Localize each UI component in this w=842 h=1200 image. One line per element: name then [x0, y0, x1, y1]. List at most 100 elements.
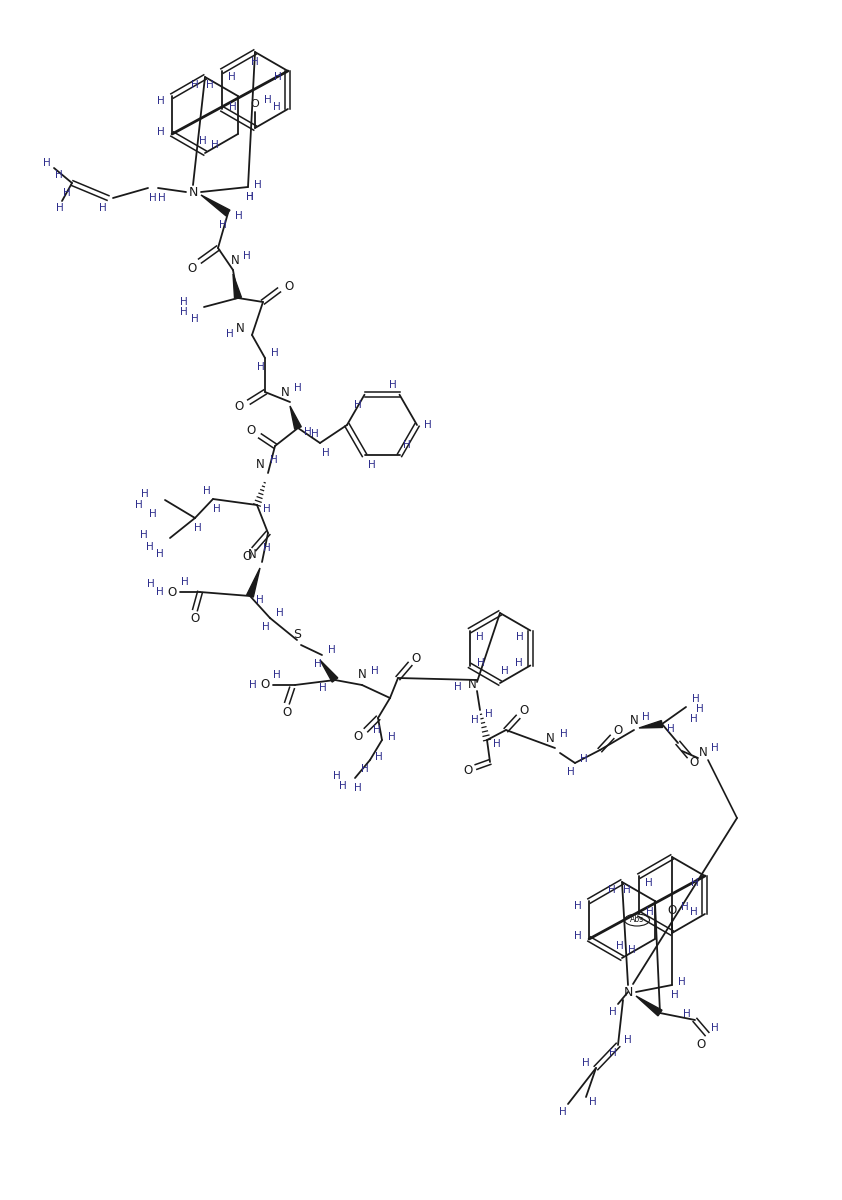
Text: H: H	[203, 486, 210, 496]
Text: H: H	[180, 307, 188, 317]
Text: H: H	[696, 704, 704, 714]
Text: H: H	[333, 770, 341, 781]
Text: H: H	[389, 379, 397, 390]
Text: N: N	[699, 745, 707, 758]
Text: H: H	[402, 440, 410, 450]
Text: H: H	[228, 72, 236, 82]
Text: H: H	[235, 211, 242, 221]
Text: H: H	[574, 931, 582, 941]
Text: H: H	[376, 752, 383, 762]
Text: N: N	[546, 732, 554, 745]
Text: H: H	[328, 646, 336, 655]
Text: H: H	[251, 56, 258, 67]
Text: H: H	[181, 577, 189, 587]
Text: H: H	[472, 715, 479, 725]
Text: H: H	[191, 314, 199, 324]
Text: N: N	[358, 668, 366, 682]
Text: H: H	[273, 102, 280, 112]
Text: H: H	[616, 941, 624, 950]
Text: H: H	[477, 659, 484, 668]
Text: H: H	[63, 188, 71, 198]
Text: H: H	[678, 977, 686, 986]
Text: H: H	[246, 192, 254, 202]
Text: H: H	[264, 95, 272, 104]
Text: H: H	[55, 170, 63, 180]
Text: O: O	[463, 763, 472, 776]
Text: H: H	[515, 659, 523, 668]
Text: H: H	[454, 682, 462, 692]
Text: H: H	[642, 712, 650, 722]
Text: N: N	[630, 714, 638, 727]
Text: H: H	[274, 72, 282, 82]
Text: H: H	[424, 420, 432, 430]
Text: H: H	[476, 632, 483, 642]
Text: N: N	[623, 985, 632, 998]
Text: O: O	[613, 724, 622, 737]
Polygon shape	[636, 996, 662, 1016]
Text: H: H	[206, 80, 214, 90]
Text: H: H	[199, 136, 207, 146]
Text: H: H	[646, 907, 654, 917]
Text: H: H	[56, 203, 64, 214]
Text: H: H	[691, 878, 699, 888]
Text: O: O	[242, 550, 252, 563]
Text: H: H	[157, 127, 165, 137]
Text: H: H	[624, 1034, 632, 1045]
Text: H: H	[243, 251, 251, 260]
Text: H: H	[314, 659, 322, 670]
Text: O: O	[260, 678, 269, 691]
Text: H: H	[671, 990, 679, 1000]
Text: H: H	[156, 550, 164, 559]
Text: O: O	[282, 706, 291, 719]
Text: N: N	[248, 548, 256, 562]
Text: H: H	[99, 203, 107, 214]
Text: O: O	[285, 280, 294, 293]
Text: H: H	[354, 782, 362, 793]
Text: H: H	[312, 428, 319, 439]
Text: H: H	[256, 595, 264, 605]
Text: H: H	[158, 193, 166, 203]
Text: H: H	[368, 461, 376, 470]
Text: H: H	[690, 714, 698, 724]
Text: H: H	[141, 490, 149, 499]
Text: H: H	[213, 504, 221, 514]
Text: H: H	[501, 666, 509, 676]
Text: H: H	[559, 1106, 567, 1117]
Text: H: H	[319, 683, 327, 692]
Text: O: O	[188, 262, 197, 275]
Text: O: O	[690, 756, 699, 768]
Text: H: H	[304, 427, 312, 437]
Text: O: O	[251, 98, 259, 109]
Text: H: H	[43, 158, 51, 168]
Text: H: H	[276, 608, 284, 618]
Text: H: H	[135, 500, 143, 510]
Text: H: H	[608, 886, 616, 895]
Text: H: H	[156, 587, 164, 596]
Text: O: O	[354, 730, 363, 743]
Text: H: H	[582, 1058, 590, 1068]
Text: H: H	[371, 666, 379, 676]
Polygon shape	[233, 274, 242, 299]
Text: H: H	[249, 680, 257, 690]
Text: O: O	[168, 586, 177, 599]
Text: H: H	[711, 743, 719, 754]
Text: H: H	[149, 509, 157, 518]
Text: O: O	[247, 425, 256, 438]
Text: H: H	[263, 504, 271, 514]
Text: O: O	[696, 1038, 706, 1050]
Text: H: H	[149, 193, 157, 203]
Text: H: H	[339, 781, 347, 791]
Text: H: H	[263, 542, 271, 553]
Text: H: H	[140, 530, 148, 540]
Text: H: H	[683, 1009, 691, 1019]
Text: H: H	[609, 1007, 617, 1018]
Text: H: H	[273, 670, 281, 680]
Text: N: N	[256, 458, 264, 472]
Text: H: H	[580, 754, 588, 764]
Polygon shape	[247, 568, 260, 598]
Text: H: H	[254, 180, 262, 190]
Text: N: N	[467, 678, 477, 691]
Text: H: H	[690, 907, 698, 917]
Text: H: H	[211, 140, 219, 150]
Text: O: O	[668, 905, 677, 918]
